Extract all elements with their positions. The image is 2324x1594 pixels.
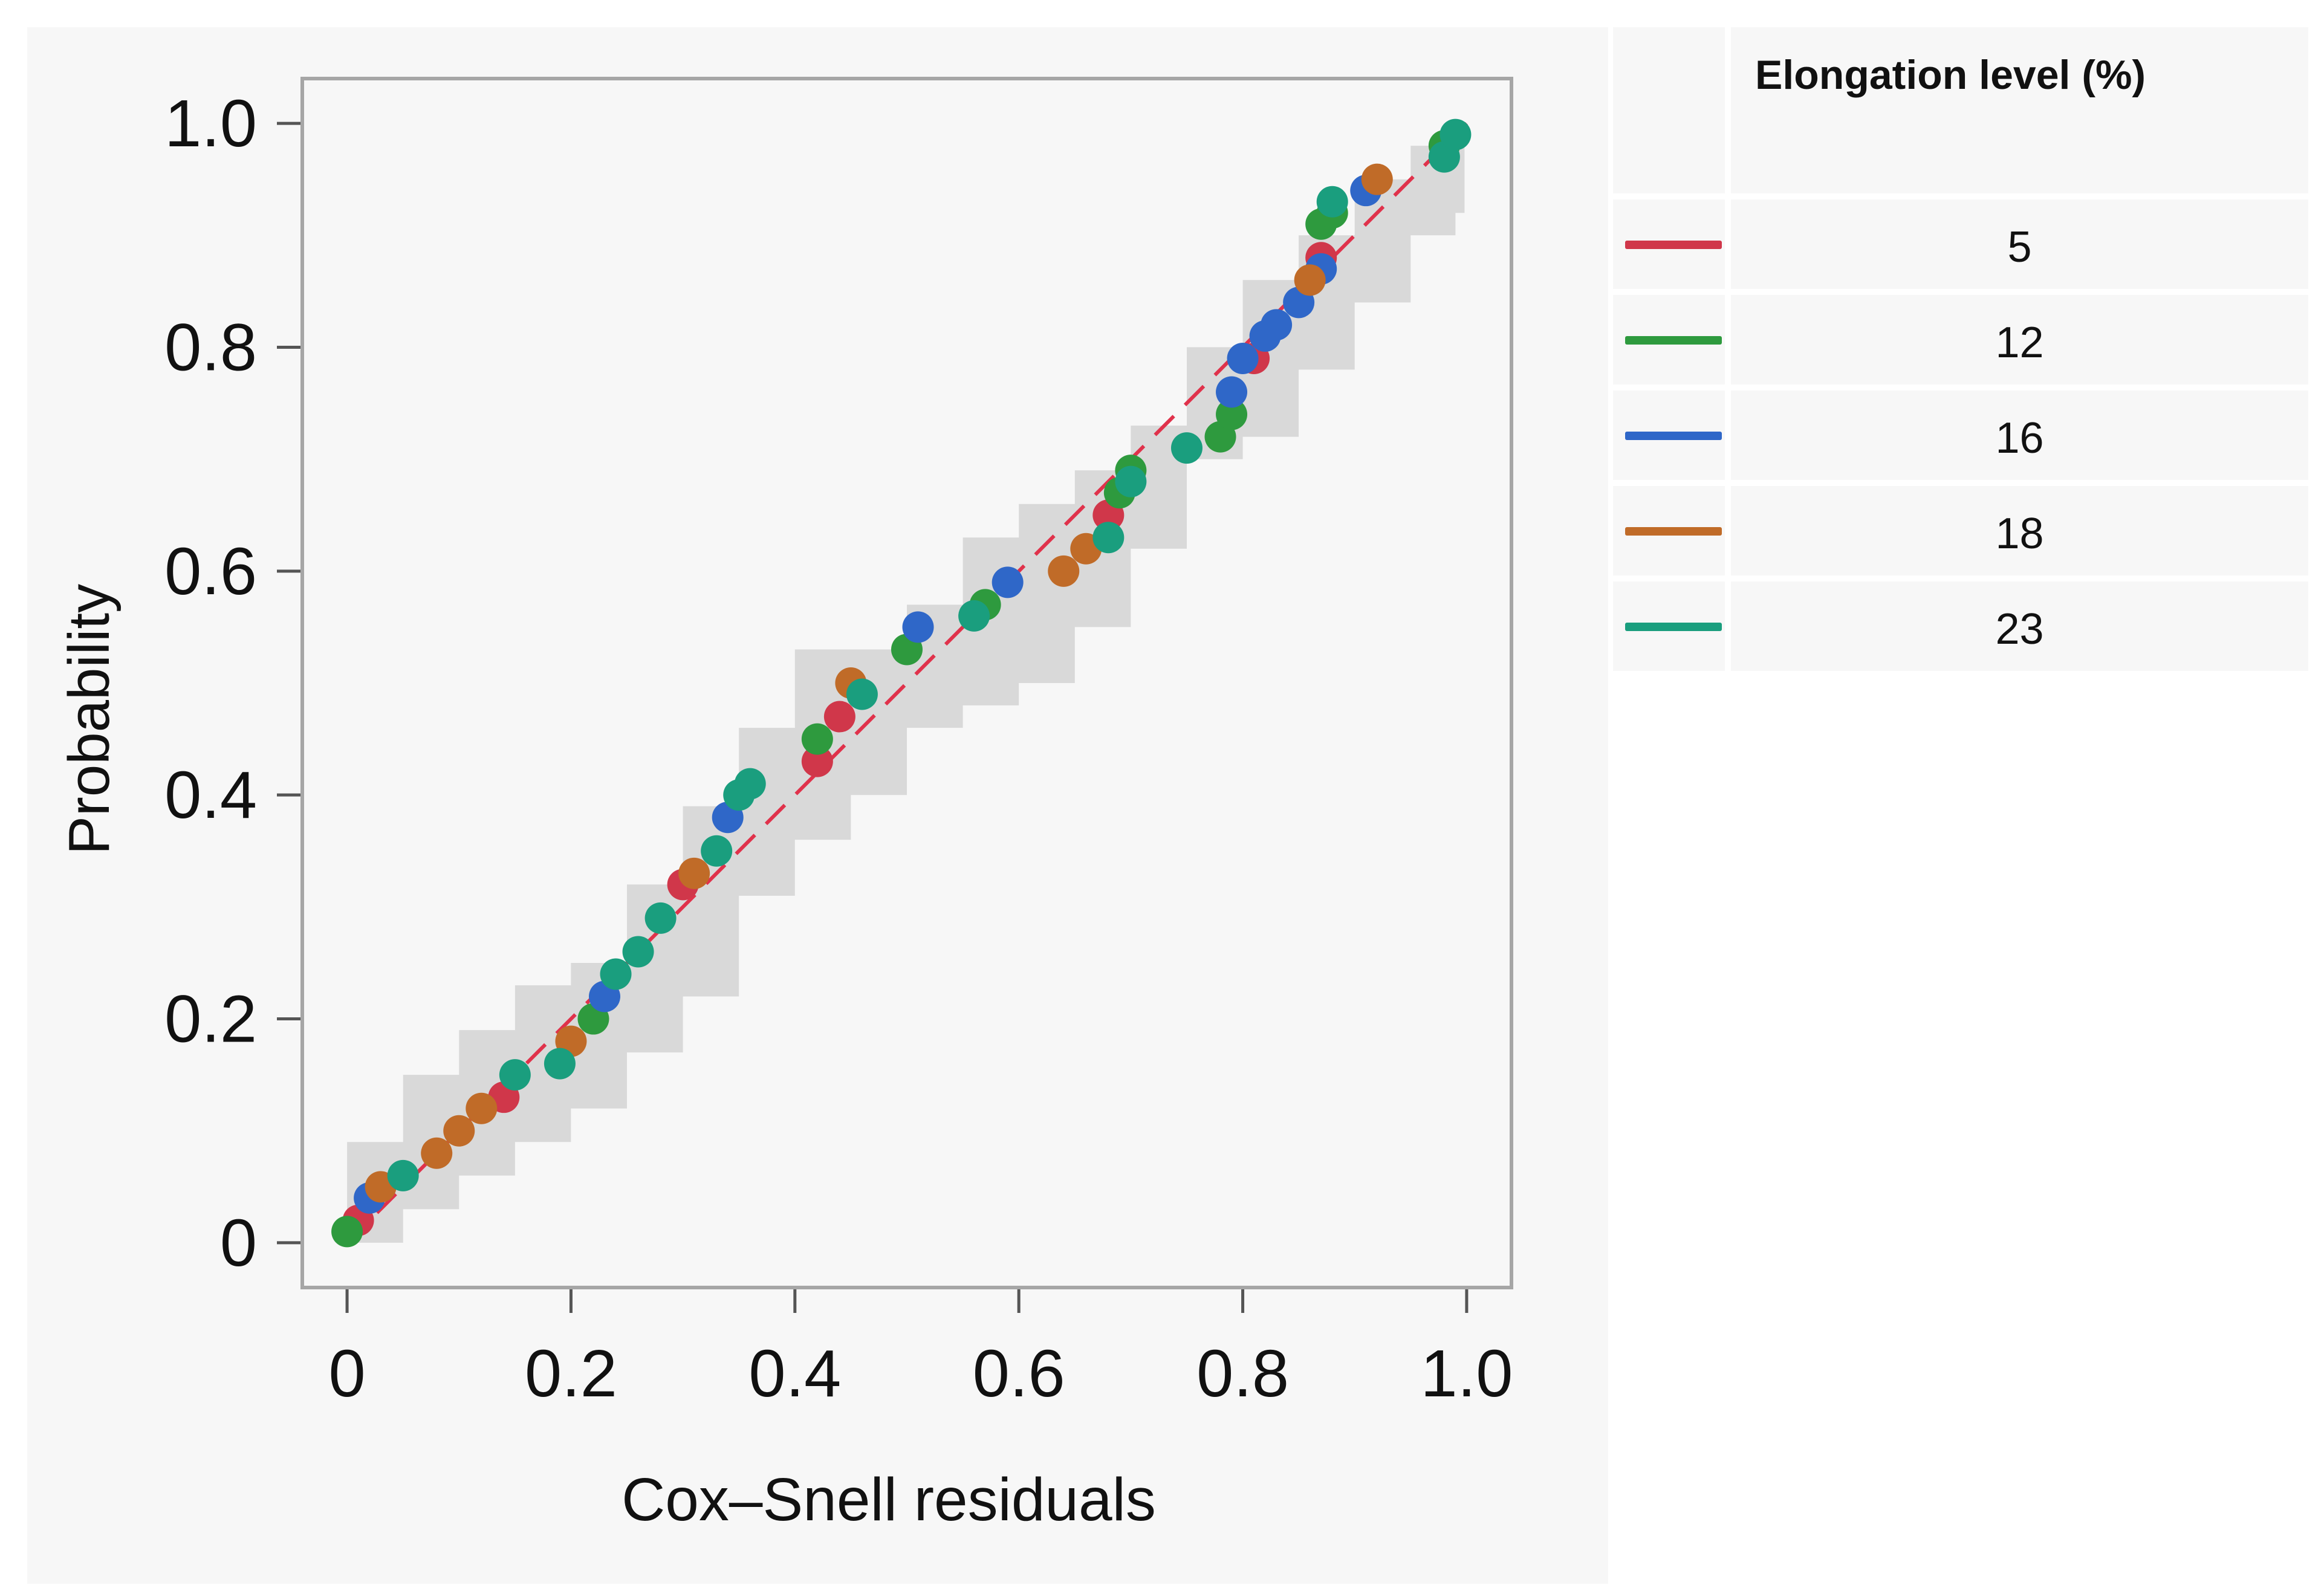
- data-point: [1440, 118, 1472, 151]
- data-point: [1048, 555, 1080, 587]
- legend-label: 5: [2007, 223, 2032, 271]
- legend-item-23: 23: [1613, 582, 2308, 671]
- data-point: [678, 857, 710, 889]
- legend-swatch: [1625, 336, 1722, 345]
- legend-divider: [1725, 390, 1731, 480]
- legend: Elongation level (%) 5 12 16 18 23: [1613, 27, 2308, 680]
- legend-divider: [1725, 582, 1731, 671]
- y-axis: 0 0.2 0.4 0.6 0.8 1.0: [164, 86, 300, 1280]
- data-point: [992, 566, 1024, 598]
- data-point: [801, 723, 833, 755]
- legend-swatch: [1625, 527, 1722, 536]
- data-point: [622, 936, 654, 968]
- data-point: [1261, 309, 1293, 341]
- x-tick-label: 0.2: [525, 1336, 617, 1411]
- x-tick-label: 0: [328, 1336, 365, 1411]
- data-point: [1170, 432, 1203, 464]
- series-18: [365, 163, 1393, 1203]
- legend-title: Elongation level (%): [1755, 52, 2146, 98]
- data-point: [387, 1159, 419, 1191]
- y-tick-label: 0.8: [164, 310, 257, 384]
- y-axis-label: Probability: [57, 584, 122, 855]
- data-point: [902, 611, 934, 643]
- legend-divider: [1725, 199, 1731, 289]
- data-point: [823, 701, 855, 733]
- data-point: [1316, 186, 1348, 218]
- y-tick-label: 0.4: [164, 758, 257, 832]
- data-point: [466, 1092, 498, 1124]
- scatter-plot: 0 0.2 0.4 0.6 0.8 1.0 0 0.2 0.4 0.6 0.8 1.0 Cox–Sn…: [57, 77, 1513, 1534]
- y-tick-label: 0.6: [164, 534, 257, 609]
- data-points: [331, 118, 1472, 1248]
- data-point: [701, 835, 733, 867]
- legend-label: 16: [1995, 414, 2044, 462]
- legend-swatch: [1625, 241, 1722, 249]
- legend-item-5: 5: [1613, 199, 2308, 289]
- legend-label: 12: [1995, 319, 2044, 367]
- data-point: [644, 902, 677, 934]
- data-point: [801, 745, 833, 777]
- data-point: [1216, 398, 1248, 430]
- legend-swatch: [1625, 623, 1722, 631]
- y-tick-label: 0.2: [164, 982, 257, 1057]
- data-point: [1115, 465, 1147, 497]
- x-axis: 0 0.2 0.4 0.6 0.8 1.0: [328, 1289, 1513, 1411]
- data-point: [958, 600, 990, 632]
- y-tick-label: 0: [220, 1206, 257, 1280]
- data-point: [1216, 376, 1248, 408]
- data-point: [331, 1216, 363, 1248]
- data-point: [1092, 522, 1125, 554]
- x-tick-label: 0.4: [748, 1336, 841, 1411]
- legend-item-12: 12: [1613, 295, 2308, 384]
- x-tick-label: 1.0: [1420, 1336, 1513, 1411]
- plot-frame: [300, 77, 1513, 1289]
- data-point: [443, 1115, 475, 1147]
- data-point: [544, 1048, 576, 1080]
- series-23: [387, 118, 1472, 1191]
- legend-item-18: 18: [1613, 486, 2308, 575]
- data-point: [600, 958, 632, 990]
- legend-swatch: [1625, 432, 1722, 440]
- data-point: [421, 1137, 453, 1169]
- data-point: [499, 1059, 531, 1091]
- legend-divider: [1725, 295, 1731, 384]
- x-tick-label: 0.6: [973, 1336, 1065, 1411]
- data-point: [734, 768, 766, 800]
- y-tick-label: 1.0: [164, 86, 257, 161]
- x-axis-label: Cox–Snell residuals: [622, 1466, 1156, 1534]
- legend-divider: [1725, 486, 1731, 575]
- legend-label: 23: [1995, 605, 2044, 653]
- data-point: [846, 678, 878, 710]
- legend-header-divider: [1725, 27, 1731, 193]
- data-point: [1361, 163, 1393, 195]
- legend-item-16: 16: [1613, 390, 2308, 480]
- data-point: [1227, 342, 1259, 374]
- data-point: [1294, 264, 1326, 296]
- chart-panel: 0 0.2 0.4 0.6 0.8 1.0 0 0.2 0.4 0.6 0.8 1.0 Cox–Sn…: [27, 27, 1608, 1584]
- x-tick-label: 0.8: [1196, 1336, 1289, 1411]
- legend-label: 18: [1995, 510, 2044, 558]
